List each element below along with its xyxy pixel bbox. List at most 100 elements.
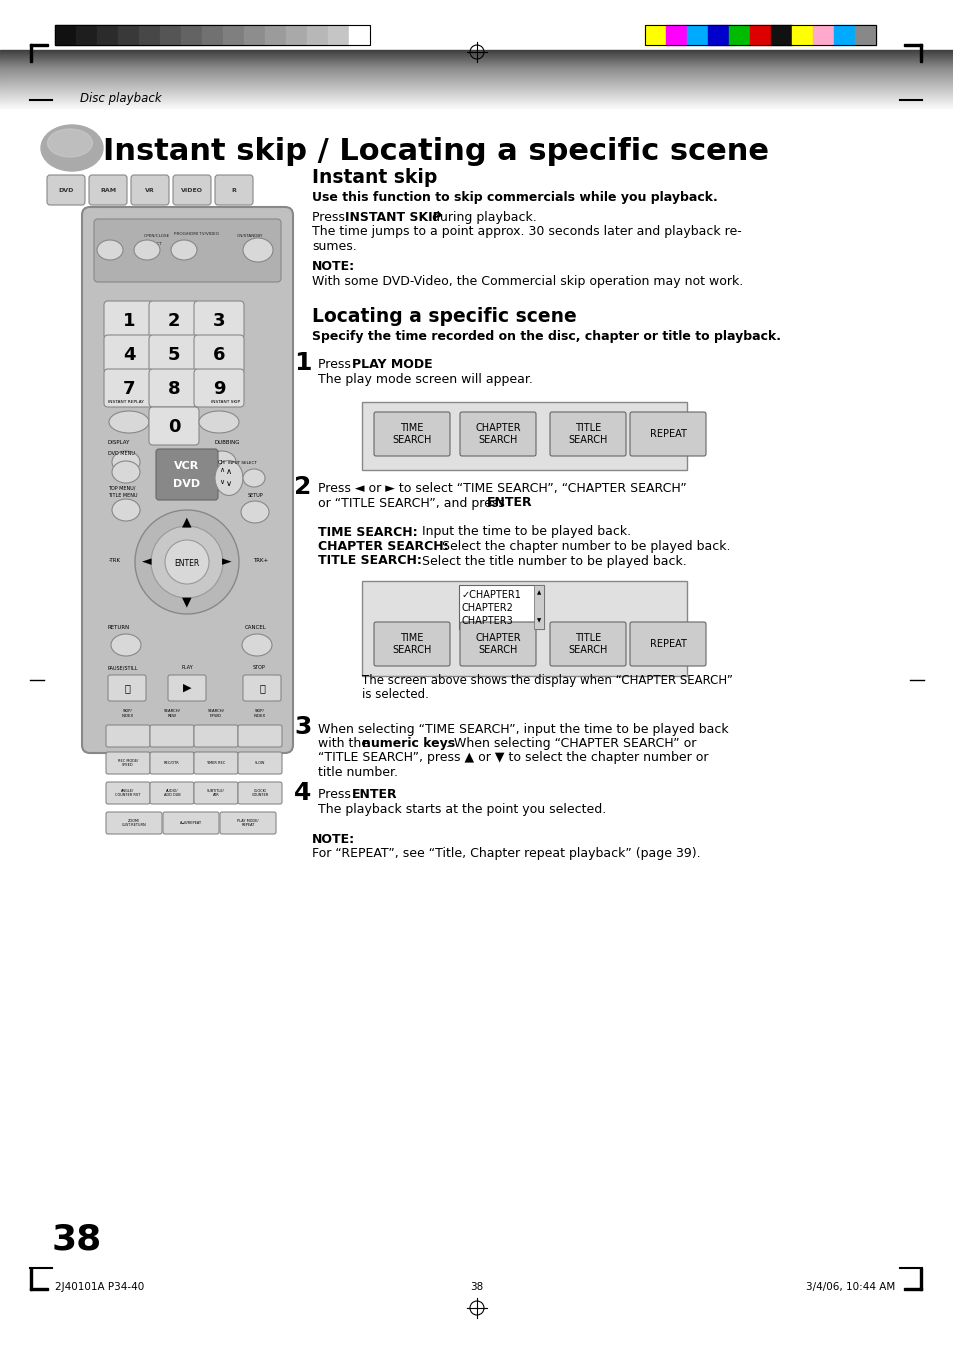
FancyBboxPatch shape [163, 812, 219, 834]
FancyBboxPatch shape [243, 676, 281, 701]
Text: ENTER: ENTER [352, 788, 397, 801]
Bar [749, 26, 770, 45]
Bar [30, 45, 48, 46]
Text: CHAPTER
SEARCH: CHAPTER SEARCH [475, 634, 520, 655]
Ellipse shape [97, 240, 123, 259]
Text: CHAPTER SEARCH:: CHAPTER SEARCH: [317, 540, 448, 553]
Text: 3: 3 [294, 716, 311, 739]
Text: ANGLE/
COUNTER RST: ANGLE/ COUNTER RST [115, 789, 140, 797]
Text: .: . [522, 497, 526, 509]
Bar [55, 26, 370, 45]
Text: CHAPTER
SEARCH: CHAPTER SEARCH [475, 423, 520, 444]
FancyBboxPatch shape [131, 176, 169, 205]
Bar [770, 26, 791, 45]
Text: .: . [388, 788, 392, 801]
FancyBboxPatch shape [149, 369, 199, 407]
Ellipse shape [133, 240, 160, 259]
Bar [361, 581, 686, 676]
Text: ◄: ◄ [142, 555, 152, 569]
Text: R: R [232, 188, 236, 192]
Text: ⏸: ⏸ [124, 684, 130, 693]
Text: CANCEL: CANCEL [245, 626, 267, 630]
Ellipse shape [208, 451, 235, 473]
Text: VR: VR [145, 188, 154, 192]
Bar [919, 1269, 921, 1290]
Text: Press: Press [317, 788, 355, 801]
Bar [265, 26, 286, 45]
FancyBboxPatch shape [150, 753, 193, 774]
FancyBboxPatch shape [47, 176, 85, 205]
Text: Input the time to be played back.: Input the time to be played back. [421, 526, 631, 539]
Text: ON/STANDBY: ON/STANDBY [236, 234, 263, 238]
FancyBboxPatch shape [82, 207, 293, 753]
Text: SKIP/
INDEX: SKIP/ INDEX [253, 709, 266, 717]
Text: CH: CH [218, 459, 226, 465]
Text: -TRK: -TRK [109, 558, 121, 563]
FancyBboxPatch shape [374, 412, 450, 457]
Text: REC MODE/
SPEED: REC MODE/ SPEED [118, 759, 138, 767]
Text: DUBBING: DUBBING [214, 440, 240, 444]
FancyBboxPatch shape [193, 782, 237, 804]
Text: AUDIO/
ADD DUB: AUDIO/ ADD DUB [164, 789, 180, 797]
Text: The screen above shows the display when “CHAPTER SEARCH”: The screen above shows the display when … [361, 674, 732, 688]
Bar [139, 26, 160, 45]
Bar [30, 45, 32, 62]
Text: ▲: ▲ [537, 590, 540, 596]
Text: SEARCH/
F.FWD: SEARCH/ F.FWD [208, 709, 224, 717]
Text: 4: 4 [294, 781, 311, 805]
Text: TRK+: TRK+ [253, 558, 268, 563]
Text: TIME
SEARCH: TIME SEARCH [392, 634, 432, 655]
FancyBboxPatch shape [237, 782, 282, 804]
Text: INPUT SELECT: INPUT SELECT [228, 461, 256, 465]
Text: ∧: ∧ [226, 467, 232, 477]
Text: Disc playback: Disc playback [80, 92, 161, 105]
Bar [286, 26, 307, 45]
Text: ENTER: ENTER [174, 559, 199, 569]
Text: 2: 2 [168, 312, 180, 330]
Text: PLAY MODE: PLAY MODE [352, 358, 432, 372]
Ellipse shape [112, 499, 140, 521]
Text: When selecting “TIME SEARCH”, input the time to be played back: When selecting “TIME SEARCH”, input the … [317, 723, 728, 735]
Text: during playback.: during playback. [428, 211, 537, 224]
FancyBboxPatch shape [220, 812, 275, 834]
Ellipse shape [48, 128, 92, 157]
Text: ENTER: ENTER [486, 497, 532, 509]
FancyBboxPatch shape [104, 369, 153, 407]
Text: DVD MENU: DVD MENU [108, 451, 134, 457]
Ellipse shape [241, 501, 269, 523]
Text: The play mode screen will appear.: The play mode screen will appear. [317, 373, 533, 385]
FancyBboxPatch shape [104, 301, 153, 339]
Bar [707, 26, 728, 45]
Text: sumes.: sumes. [312, 240, 356, 253]
FancyBboxPatch shape [459, 412, 536, 457]
FancyBboxPatch shape [149, 335, 199, 373]
Text: PROG/HDMI TV/VIDEO: PROG/HDMI TV/VIDEO [174, 232, 219, 236]
FancyBboxPatch shape [106, 812, 162, 834]
Text: 4: 4 [123, 346, 135, 363]
Bar [328, 26, 349, 45]
Text: Specify the time recorded on the disc, chapter or title to playback.: Specify the time recorded on the disc, c… [312, 330, 781, 343]
Text: ✓CHAPTER1: ✓CHAPTER1 [461, 590, 521, 600]
Text: ⏹: ⏹ [259, 684, 265, 693]
FancyBboxPatch shape [629, 412, 705, 457]
Text: ∧: ∧ [219, 467, 224, 473]
Text: STOP: STOP [252, 665, 265, 670]
Circle shape [151, 526, 223, 598]
FancyBboxPatch shape [193, 753, 237, 774]
Bar [223, 26, 244, 45]
Ellipse shape [109, 411, 149, 434]
FancyBboxPatch shape [168, 676, 206, 701]
FancyBboxPatch shape [550, 412, 625, 457]
Text: REPEAT: REPEAT [649, 430, 686, 439]
Text: .: . [416, 358, 420, 372]
Text: PLAY MODE/
REPEAT: PLAY MODE/ REPEAT [237, 819, 258, 827]
Ellipse shape [243, 469, 265, 486]
Text: is selected.: is selected. [361, 689, 429, 701]
Bar [244, 26, 265, 45]
Bar [97, 26, 118, 45]
Text: PLAY: PLAY [181, 665, 193, 670]
Text: TITLE
SEARCH: TITLE SEARCH [568, 423, 607, 444]
Text: RETURN: RETURN [108, 626, 131, 630]
Bar [919, 45, 921, 62]
Ellipse shape [112, 451, 140, 473]
